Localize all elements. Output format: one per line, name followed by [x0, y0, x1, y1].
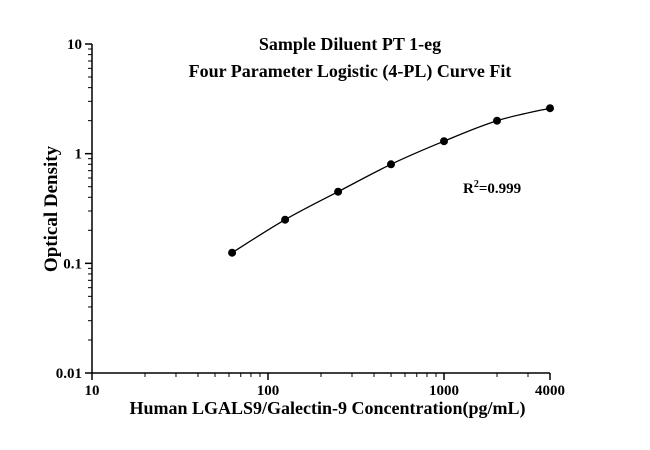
y-tick-label: 0.1 — [63, 256, 82, 272]
chart-title-line2: Four Parameter Logistic (4-PL) Curve Fit — [188, 61, 512, 81]
data-point — [228, 248, 237, 257]
r-squared-exponent: 2 — [473, 179, 479, 190]
data-point — [440, 137, 448, 146]
data-point — [546, 104, 554, 113]
data-point — [493, 116, 501, 125]
y-axis-label: Optical Density — [41, 145, 62, 273]
r-squared-value: =0.999 — [478, 181, 522, 197]
x-tick-label: 10 — [85, 383, 100, 399]
data-point — [334, 187, 343, 196]
data-point — [387, 160, 395, 169]
x-axis-label: Human LGALS9/Galectin-9 Concentration(pg… — [129, 398, 526, 418]
chart-title: Sample Diluent PT 1-eg Four Parameter Lo… — [120, 31, 580, 85]
chart-title-line1: Sample Diluent PT 1-eg — [258, 34, 442, 54]
x-tick-label: 4000 — [535, 383, 565, 399]
y-tick-label: 10 — [67, 37, 82, 53]
y-tick-label: 1 — [75, 147, 83, 163]
x-tick-label: 1000 — [429, 383, 459, 399]
x-tick-label: 100 — [257, 383, 280, 399]
r-squared-base: R — [463, 181, 474, 197]
r-squared-annotation: R2=0.999 — [463, 179, 521, 198]
y-tick-label: 0.01 — [56, 366, 82, 382]
data-point — [281, 215, 290, 224]
